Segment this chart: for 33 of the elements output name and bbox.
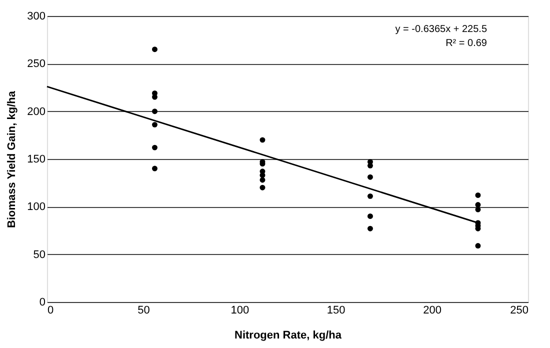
y-tick-label: 200 bbox=[27, 106, 46, 118]
point bbox=[367, 193, 373, 199]
point bbox=[152, 46, 158, 52]
point bbox=[260, 177, 266, 183]
annotation: y = -0.6365x + 225.5 bbox=[395, 24, 488, 35]
point bbox=[152, 144, 158, 150]
annotation: R² = 0.69 bbox=[446, 38, 488, 49]
point bbox=[152, 122, 158, 128]
y-tick-label: 150 bbox=[27, 154, 46, 166]
x-tick-label: 150 bbox=[326, 304, 346, 316]
y-tick-label: 100 bbox=[27, 201, 46, 214]
point bbox=[152, 166, 158, 172]
y-tick-label: 300 bbox=[27, 10, 46, 22]
y-tick-label: 250 bbox=[27, 58, 46, 70]
x-tick-label: 250 bbox=[510, 304, 528, 316]
y-tick-label: 50 bbox=[33, 248, 46, 261]
x-tick-label: 50 bbox=[138, 304, 150, 316]
x-axis-title: Nitrogen Rate, kg/ha bbox=[234, 330, 342, 342]
point bbox=[475, 243, 481, 248]
point bbox=[260, 137, 266, 143]
point bbox=[367, 213, 373, 219]
point bbox=[367, 226, 373, 232]
point bbox=[475, 202, 481, 208]
x-tick-label: 100 bbox=[230, 304, 250, 316]
point bbox=[367, 174, 373, 180]
point bbox=[152, 108, 158, 114]
point bbox=[475, 206, 481, 212]
point bbox=[260, 184, 266, 190]
y-axis-title: Biomass Yield Gain, kg/ha bbox=[6, 90, 18, 228]
point bbox=[475, 192, 481, 198]
x-tick-label: 0 bbox=[48, 304, 54, 316]
y-tick-label: 0 bbox=[39, 296, 46, 308]
x-tick-label: 200 bbox=[423, 304, 442, 316]
